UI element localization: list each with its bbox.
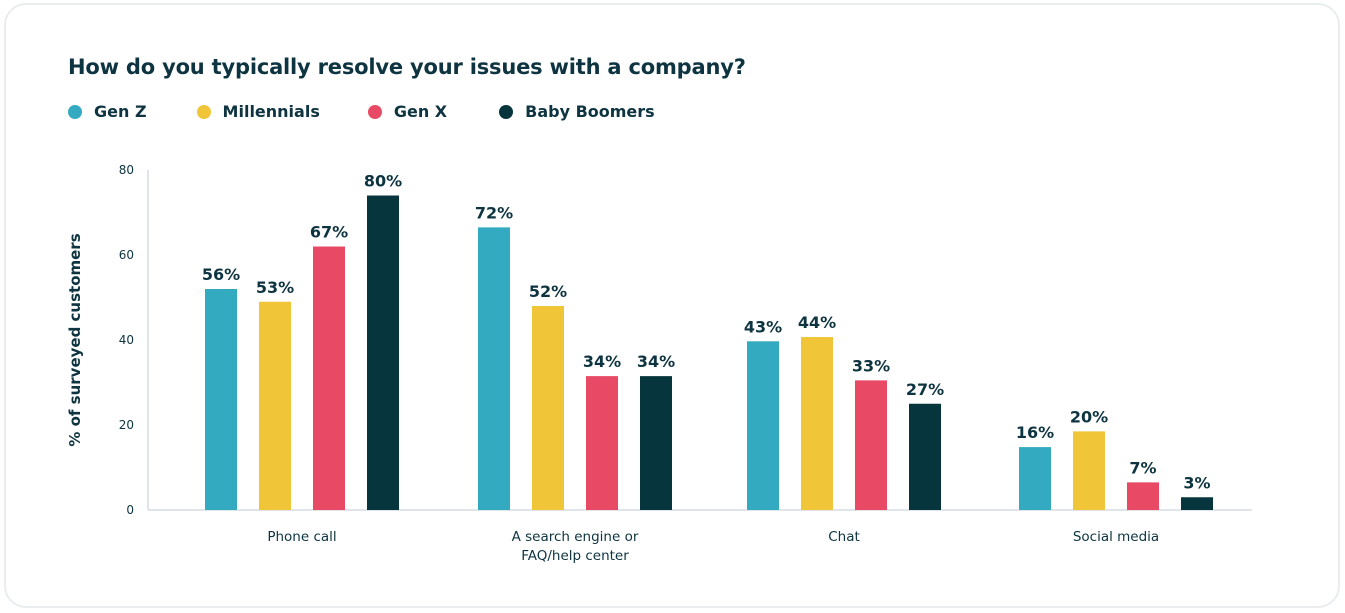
- bar: [1073, 431, 1105, 510]
- y-tick-label: 80: [119, 163, 134, 177]
- chart-title: How do you typically resolve your issues…: [68, 55, 746, 79]
- bar: [532, 306, 564, 510]
- legend-item-baby-boomers: Baby Boomers: [499, 102, 655, 121]
- bar: [367, 195, 399, 510]
- legend-label-millennials: Millennials: [222, 102, 320, 121]
- data-label: 67%: [310, 223, 348, 242]
- legend-label-baby-boomers: Baby Boomers: [525, 102, 655, 121]
- legend-item-gen-x: Gen X: [367, 102, 448, 121]
- data-label: 16%: [1016, 423, 1054, 442]
- bar: [478, 227, 510, 510]
- y-tick-label: 20: [119, 418, 134, 432]
- data-label: 44%: [798, 313, 836, 332]
- bar: [855, 380, 887, 510]
- x-tick-label: Social media: [1073, 529, 1159, 545]
- data-label: 7%: [1129, 458, 1156, 477]
- data-label: 80%: [364, 172, 402, 191]
- chart-legend: Gen Z Millennials Gen X Baby Boomers: [68, 102, 705, 121]
- legend-swatch-gen-x: [367, 104, 382, 119]
- legend-label-gen-z: Gen Z: [94, 102, 147, 121]
- bar: [1127, 482, 1159, 510]
- legend-item-gen-z: Gen Z: [68, 102, 147, 121]
- data-label: 72%: [475, 203, 513, 222]
- bar: [313, 246, 345, 510]
- x-tick-label: Chat: [828, 529, 860, 545]
- data-label: 34%: [583, 352, 621, 371]
- x-tick-label: FAQ/help center: [521, 548, 629, 564]
- y-tick-label: 40: [119, 333, 134, 347]
- legend-item-millennials: Millennials: [196, 102, 320, 121]
- legend-label-gen-x: Gen X: [393, 102, 448, 121]
- data-label: 56%: [202, 265, 240, 284]
- bar: [801, 337, 833, 510]
- data-label: 33%: [852, 356, 890, 375]
- bar: [747, 341, 779, 510]
- data-label: 3%: [1183, 473, 1210, 492]
- bar: [909, 403, 941, 510]
- y-tick-label: 0: [126, 503, 134, 517]
- bar: [259, 301, 291, 510]
- legend-swatch-millennials: [196, 104, 211, 119]
- data-label: 43%: [744, 317, 782, 336]
- bar: [1019, 447, 1051, 510]
- data-label: 27%: [906, 380, 944, 399]
- bar: [1181, 497, 1213, 510]
- y-tick-label: 60: [119, 248, 134, 262]
- legend-swatch-baby-boomers: [499, 104, 514, 119]
- bar: [586, 376, 618, 510]
- bar: [205, 289, 237, 510]
- data-label: 20%: [1070, 407, 1108, 426]
- data-label: 52%: [529, 282, 567, 301]
- data-label: 34%: [637, 352, 675, 371]
- y-axis-title: % of surveyed customers: [66, 233, 84, 446]
- data-label: 53%: [256, 278, 294, 297]
- bar: [640, 376, 672, 510]
- x-tick-label: Phone call: [267, 529, 336, 545]
- legend-swatch-gen-z: [68, 104, 82, 119]
- x-tick-label: A search engine or: [512, 529, 639, 545]
